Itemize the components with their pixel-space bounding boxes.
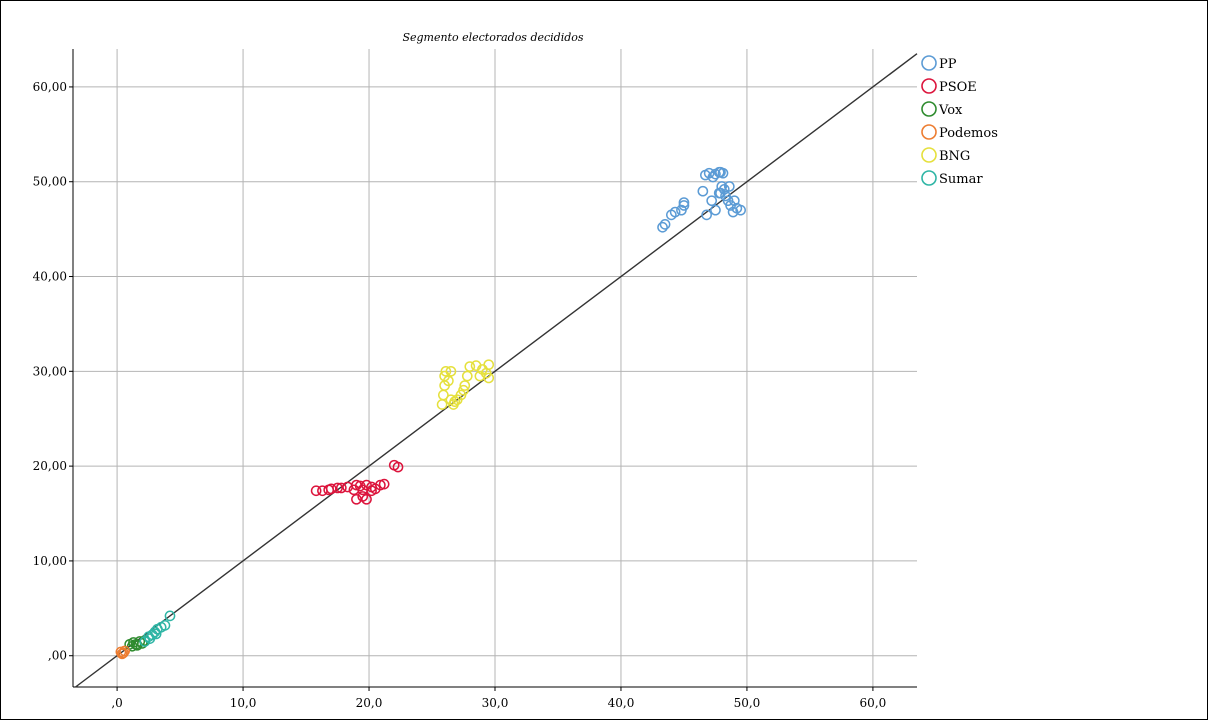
point-psoe <box>366 485 377 497</box>
point-pp <box>710 204 721 216</box>
point-sumar <box>159 620 171 631</box>
y-tick-label: 60,00 <box>33 80 67 94</box>
point-bng <box>440 365 452 377</box>
legend: PP PSOE Vox Podemos BNG Sumar <box>921 55 998 187</box>
point-sumar <box>164 610 176 622</box>
point-pp <box>723 181 735 192</box>
point-pp <box>657 221 668 233</box>
y-tick-label: 20,00 <box>33 459 67 473</box>
legend-label-podemos: Podemos <box>939 126 998 141</box>
point-bng <box>443 375 454 387</box>
point-psoe <box>325 483 337 495</box>
legend-marker-sumar <box>921 170 937 186</box>
legend-marker-bng <box>921 147 937 163</box>
legend-marker-vox <box>921 101 937 117</box>
grid-lines <box>73 49 917 687</box>
legend-label-vox: Vox <box>938 103 963 118</box>
point-podemos <box>116 648 128 660</box>
point-pp <box>697 185 709 197</box>
chart-title: Segmento electorados decididos <box>402 31 583 44</box>
y-tick-label: 30,00 <box>33 364 67 378</box>
point-pp <box>678 197 690 208</box>
x-tick-label: 30,0 <box>482 696 509 710</box>
axes: ,0 10,0 20,0 30,0 40,0 50,0 60,0 ,00 10,00 20,00 3… <box>33 49 917 710</box>
point-podemos <box>118 647 129 659</box>
x-tick-label: 10,0 <box>230 696 257 710</box>
point-pp <box>659 219 671 230</box>
x-tick-label: 20,0 <box>356 696 383 710</box>
y-tick-label: 10,00 <box>33 554 67 568</box>
reference-line-group <box>75 53 918 688</box>
point-bng <box>464 361 476 372</box>
y-tick-label: 50,00 <box>33 175 67 189</box>
point-podemos <box>119 645 130 657</box>
point-bng <box>448 399 459 410</box>
point-bng <box>474 370 486 382</box>
x-tick-label: 60,0 <box>860 696 887 710</box>
point-psoe <box>351 493 362 505</box>
legend-marker-podemos <box>921 124 937 140</box>
y-tick-label: 40,00 <box>33 270 67 284</box>
reference-line <box>75 53 918 688</box>
x-tick-label: ,0 <box>111 696 122 710</box>
point-pp <box>716 181 728 192</box>
x-tick-label: 40,0 <box>608 696 635 710</box>
legend-marker-pp <box>921 55 937 71</box>
legend-marker-psoe <box>921 78 937 94</box>
point-bng <box>445 365 457 377</box>
point-psoe <box>335 482 347 494</box>
point-pp <box>735 204 746 216</box>
point-psoe <box>378 478 390 490</box>
point-bng <box>461 370 473 382</box>
point-pp <box>717 167 729 179</box>
point-vox <box>136 638 148 649</box>
point-vox <box>126 640 138 652</box>
point-sumar <box>150 628 162 640</box>
y-tick-label: ,00 <box>48 649 67 663</box>
point-pp <box>727 206 739 218</box>
data-points <box>115 166 746 660</box>
point-pp <box>669 206 681 218</box>
legend-label-sumar: Sumar <box>939 172 983 187</box>
point-psoe <box>392 461 404 473</box>
point-pp <box>728 195 740 207</box>
point-pp <box>678 200 690 211</box>
point-bng <box>483 359 495 371</box>
point-pp <box>703 167 715 179</box>
legend-label-bng: BNG <box>939 149 970 164</box>
x-tick-label: 50,0 <box>734 696 761 710</box>
point-pp <box>706 195 718 207</box>
point-bng <box>459 380 471 391</box>
point-bng <box>436 399 448 410</box>
legend-label-pp: PP <box>939 57 957 72</box>
point-psoe <box>310 485 322 497</box>
point-pp <box>715 187 726 199</box>
point-psoe <box>332 482 343 494</box>
point-psoe <box>361 493 372 505</box>
point-bng <box>458 384 469 396</box>
point-pp <box>701 209 712 221</box>
legend-label-psoe: PSOE <box>939 80 977 95</box>
